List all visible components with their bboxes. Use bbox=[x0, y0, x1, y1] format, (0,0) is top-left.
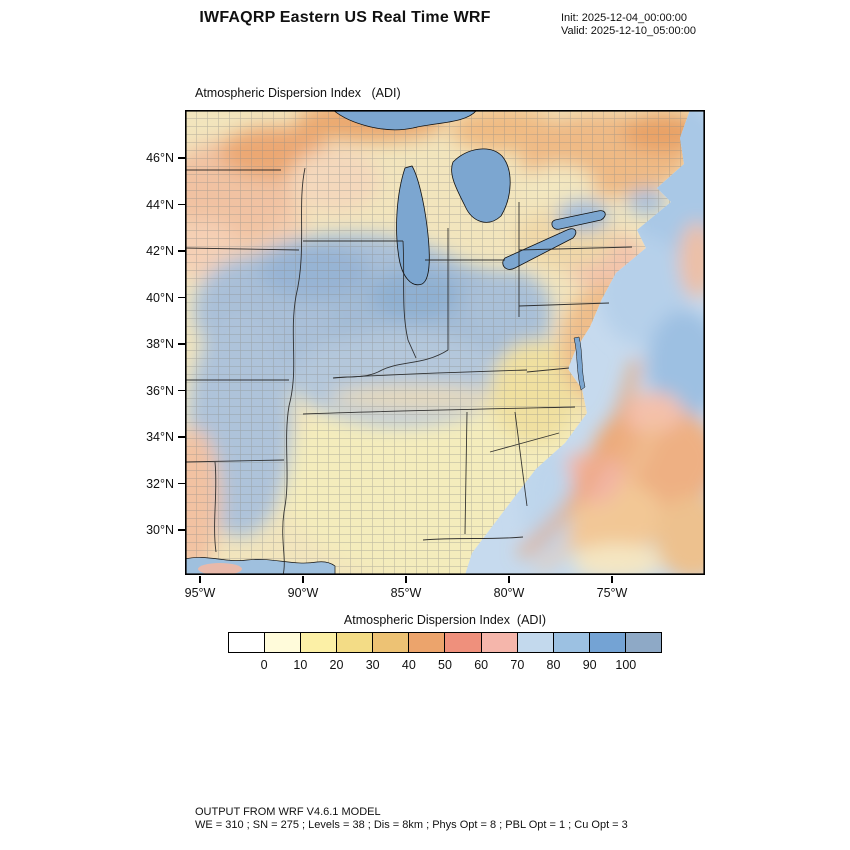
lon-tick-label: 85°W bbox=[390, 586, 422, 600]
colorbar-tick-label: 0 bbox=[260, 658, 268, 672]
colorbar-tick-label: 90 bbox=[582, 658, 597, 672]
map-frame bbox=[184, 109, 706, 576]
lat-tick-label: 38°N bbox=[146, 337, 174, 351]
lake-ontario bbox=[551, 210, 606, 230]
lat-tick-label: 34°N bbox=[146, 430, 174, 444]
lon-tick-mark bbox=[405, 576, 407, 583]
map-variable-label: Atmospheric Dispersion Index (ADI) bbox=[195, 86, 401, 100]
lat-tick-mark bbox=[178, 482, 185, 484]
lat-axis: 46°N 44°N 42°N 40°N 38°N 36°N 34°N 32°N 30°N bbox=[0, 110, 185, 575]
colorbar-segment bbox=[588, 632, 626, 653]
lat-tick-mark bbox=[178, 389, 185, 391]
colorbar-title: Atmospheric Dispersion Index (ADI) bbox=[343, 613, 547, 627]
great-lakes bbox=[331, 109, 606, 391]
chesapeake-bay bbox=[573, 336, 586, 391]
colorbar-tick-label: 70 bbox=[510, 658, 525, 672]
lake-superior bbox=[331, 109, 478, 131]
colorbar-segment bbox=[444, 632, 482, 653]
lat-tick-label: 30°N bbox=[146, 523, 174, 537]
lat-tick-mark bbox=[178, 250, 185, 252]
lon-axis: 95°W 90°W 85°W 80°W 75°W bbox=[185, 575, 706, 609]
lat-tick-mark bbox=[178, 343, 185, 345]
lon-tick-mark bbox=[302, 576, 304, 583]
lat-tick-label: 40°N bbox=[146, 290, 174, 305]
lat-tick-mark bbox=[178, 157, 185, 159]
colorbar-segment bbox=[624, 632, 662, 653]
lon-tick-mark bbox=[199, 576, 201, 583]
colorbar-segment bbox=[228, 632, 266, 653]
colorbar-segment bbox=[408, 632, 446, 653]
lake-michigan bbox=[396, 165, 430, 286]
page-title: IWFAQRP Eastern US Real Time WRF bbox=[199, 9, 491, 26]
lat-tick-label: 42°N bbox=[146, 244, 174, 258]
colorbar-tick-label: 50 bbox=[438, 658, 452, 672]
colorbar bbox=[228, 632, 662, 653]
map-border bbox=[185, 110, 706, 575]
lat-tick-label: 44°N bbox=[146, 197, 174, 212]
colorbar-tick-label: 10 bbox=[293, 658, 308, 672]
gulf-of-mexico bbox=[184, 557, 336, 576]
colorbar-segment bbox=[552, 632, 590, 653]
colorbar-segment bbox=[480, 632, 518, 653]
footer-model-line: OUTPUT FROM WRF V4.6.1 MODEL bbox=[195, 806, 381, 818]
lon-tick-mark bbox=[508, 576, 510, 583]
colorbar-segment bbox=[336, 632, 374, 653]
colorbar-segment bbox=[264, 632, 302, 653]
lat-tick-mark bbox=[178, 203, 185, 205]
lake-huron bbox=[451, 148, 511, 223]
colorbar-segment bbox=[372, 632, 410, 653]
lon-tick-label: 95°W bbox=[184, 586, 216, 600]
colorbar-segment bbox=[300, 632, 338, 653]
lon-tick-label: 90°W bbox=[287, 586, 319, 600]
colorbar-tick-label: 20 bbox=[329, 658, 344, 672]
lat-tick-mark bbox=[178, 296, 185, 298]
colorbar-tick-label: 80 bbox=[546, 658, 561, 672]
state-boundaries bbox=[184, 167, 633, 576]
lon-tick-label: 75°W bbox=[596, 586, 628, 600]
footer-config-line: WE = 310 ; SN = 275 ; Levels = 38 ; Dis … bbox=[195, 819, 628, 831]
lon-tick-label: 80°W bbox=[493, 586, 525, 600]
colorbar-labels: 0 10 20 30 40 50 60 70 80 90 100 bbox=[228, 658, 662, 673]
footer-block: OUTPUT FROM WRF V4.6.1 MODEL WE = 310 ; … bbox=[195, 806, 628, 832]
lat-tick-label: 36°N bbox=[146, 383, 174, 398]
colorbar-tick-label: 100 bbox=[615, 658, 637, 672]
lat-tick-label: 46°N bbox=[146, 151, 174, 165]
valid-time: Valid: 2025-12-10_05:00:00 bbox=[561, 25, 696, 37]
lat-tick-mark bbox=[178, 436, 185, 438]
colorbar-tick-label: 40 bbox=[401, 658, 416, 672]
lon-tick-mark bbox=[611, 576, 613, 583]
init-valid-block: Init: 2025-12-04_00:00:00 Valid: 2025-12… bbox=[561, 12, 696, 38]
lat-tick-label: 32°N bbox=[146, 476, 174, 491]
adi-map-canvas bbox=[184, 109, 706, 576]
init-time: Init: 2025-12-04_00:00:00 bbox=[561, 12, 687, 24]
colorbar-segment bbox=[516, 632, 554, 653]
colorbar-tick-label: 60 bbox=[474, 658, 489, 672]
lat-tick-mark bbox=[178, 529, 185, 531]
colorbar-tick-label: 30 bbox=[365, 658, 380, 672]
